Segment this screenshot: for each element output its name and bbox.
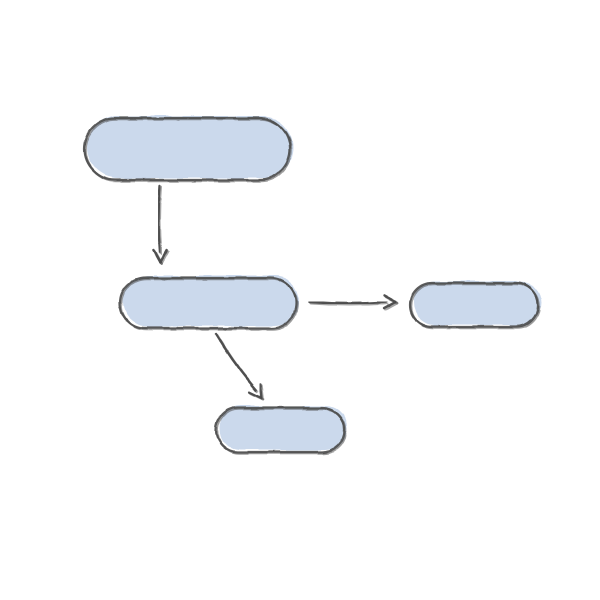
flow-node: [123, 276, 299, 326]
flow-node: [87, 116, 293, 178]
arrowhead-icon: [262, 386, 264, 400]
flow-diagram: [0, 0, 600, 600]
flow-node: [219, 406, 347, 450]
flow-node: [413, 281, 541, 325]
nodes-layer: [84, 116, 541, 453]
flow-edge: [160, 187, 162, 253]
flow-edge: [217, 335, 257, 391]
